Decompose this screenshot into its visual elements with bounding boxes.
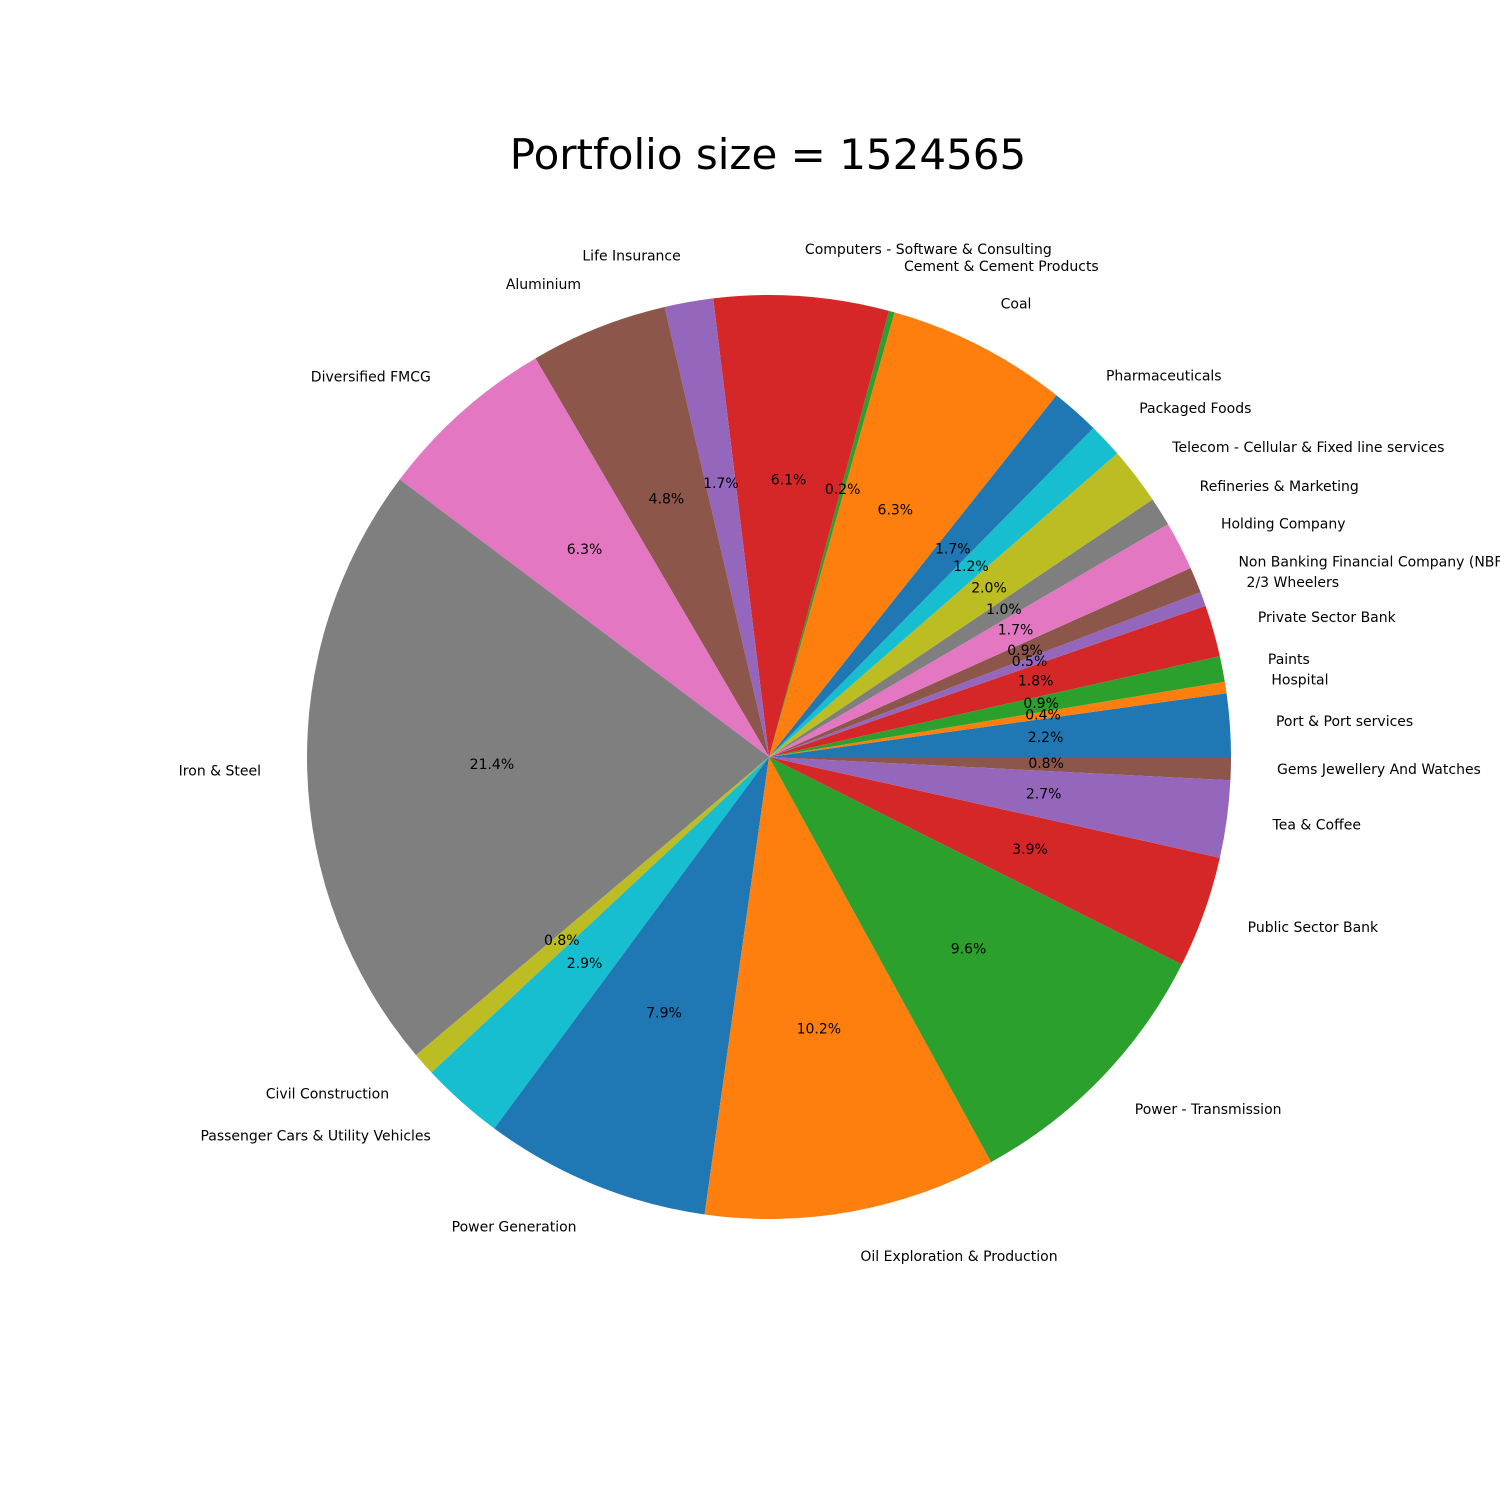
slice-category-label: Non Banking Financial Company (NBF (1238, 554, 1500, 570)
slice-percent-label: 21.4% (470, 757, 514, 773)
slice-percent-label: 0.8% (1028, 756, 1064, 772)
slice-percent-label: 0.9% (1007, 643, 1043, 659)
slice-percent-label: 1.0% (986, 602, 1022, 618)
pie-labels: 2.2% Port & Port services 0.4% Hospital 0.9%… (179, 242, 1500, 1265)
slice-percent-label: 1.8% (1018, 673, 1054, 689)
pie-slice (769, 453, 1153, 757)
pie-slice (769, 681, 1227, 757)
slice-percent-label: 2.9% (567, 956, 603, 972)
slice-category-label: Public Sector Bank (1248, 920, 1379, 936)
pie-slice (769, 757, 1220, 965)
slice-percent-label: 2.2% (1028, 730, 1064, 746)
slice-category-label: Iron & Steel (179, 763, 261, 779)
slice-category-label: Holding Company (1221, 517, 1346, 533)
slice-percent-label: 0.9% (1023, 696, 1059, 712)
slice-category-label: Power - Transmission (1135, 1102, 1282, 1118)
slice-percent-label: 7.9% (646, 1006, 682, 1022)
slice-category-label: Aluminium (506, 277, 581, 293)
slice-category-label: Passenger Cars & Utility Vehicles (200, 1128, 430, 1144)
pie-slice (769, 310, 895, 757)
slice-percent-label: 10.2% (797, 1022, 841, 1038)
pie-slice (431, 757, 769, 1129)
slice-percent-label: 0.2% (825, 482, 861, 498)
slice-category-label: Refineries & Marketing (1200, 479, 1359, 495)
slice-percent-label: 6.3% (567, 542, 603, 558)
pie-slice (769, 395, 1094, 757)
pie-slice (535, 306, 769, 757)
slice-percent-label: 9.6% (951, 941, 987, 957)
slice-category-label: Hospital (1271, 673, 1328, 689)
pie-wedges (307, 295, 1231, 1219)
slice-category-label: Coal (1001, 297, 1032, 313)
pie-slice (769, 693, 1231, 757)
pie-slice (769, 524, 1191, 757)
slice-category-label: Telecom - Cellular & Fixed line services (1171, 440, 1444, 456)
slice-percent-label: 0.4% (1025, 707, 1061, 723)
pie-slice (769, 605, 1220, 757)
pie-slice (416, 757, 769, 1073)
pie-slice (769, 757, 1182, 1163)
pie-slice (713, 295, 889, 757)
slice-category-label: Cement & Cement Products (904, 259, 1099, 275)
pie-slice (769, 428, 1118, 757)
pie-slice (769, 568, 1201, 757)
pie-slice (704, 757, 992, 1219)
slice-category-label: Private Sector Bank (1258, 610, 1397, 626)
slice-category-label: 2/3 Wheelers (1247, 575, 1339, 591)
slice-category-label: Paints (1268, 652, 1310, 668)
slice-category-label: Tea & Coffee (1272, 818, 1361, 834)
pie-slice (769, 592, 1206, 757)
pie-slice (769, 312, 1057, 757)
slice-category-label: Gems Jewellery And Watches (1277, 762, 1481, 778)
pie-slice (769, 656, 1225, 757)
slice-category-label: Civil Construction (266, 1087, 389, 1103)
pie-slice (769, 757, 1231, 781)
slice-category-label: Oil Exploration & Production (860, 1249, 1057, 1265)
slice-percent-label: 1.7% (935, 541, 971, 557)
slice-category-label: Diversified FMCG (311, 370, 431, 386)
chart-title: Portfolio size = 1524565 (509, 130, 1027, 179)
slice-percent-label: 2.0% (971, 580, 1007, 596)
slice-percent-label: 6.3% (878, 502, 914, 518)
slice-percent-label: 1.2% (953, 559, 989, 575)
slice-category-label: Computers - Software & Consulting (805, 242, 1052, 258)
slice-percent-label: 0.5% (1012, 654, 1048, 670)
slice-category-label: Port & Port services (1276, 714, 1413, 730)
pie-slice (769, 499, 1169, 757)
pie-slice (664, 298, 769, 757)
slice-category-label: Packaged Foods (1139, 401, 1251, 417)
pie-slice (769, 757, 1231, 858)
slice-percent-label: 2.7% (1026, 786, 1062, 802)
slice-category-label: Pharmaceuticals (1106, 369, 1222, 385)
slice-category-label: Power Generation (452, 1219, 577, 1235)
pie-slice (399, 358, 769, 757)
slice-percent-label: 3.9% (1012, 842, 1048, 858)
slice-category-label: Life Insurance (582, 249, 680, 265)
slice-percent-label: 6.1% (771, 472, 807, 488)
pie-slice (494, 757, 769, 1215)
slice-percent-label: 0.8% (544, 933, 580, 949)
slice-percent-label: 1.7% (703, 476, 739, 492)
slice-percent-label: 1.7% (998, 622, 1034, 638)
slice-percent-label: 4.8% (649, 491, 685, 507)
pie-slice (307, 479, 769, 1056)
